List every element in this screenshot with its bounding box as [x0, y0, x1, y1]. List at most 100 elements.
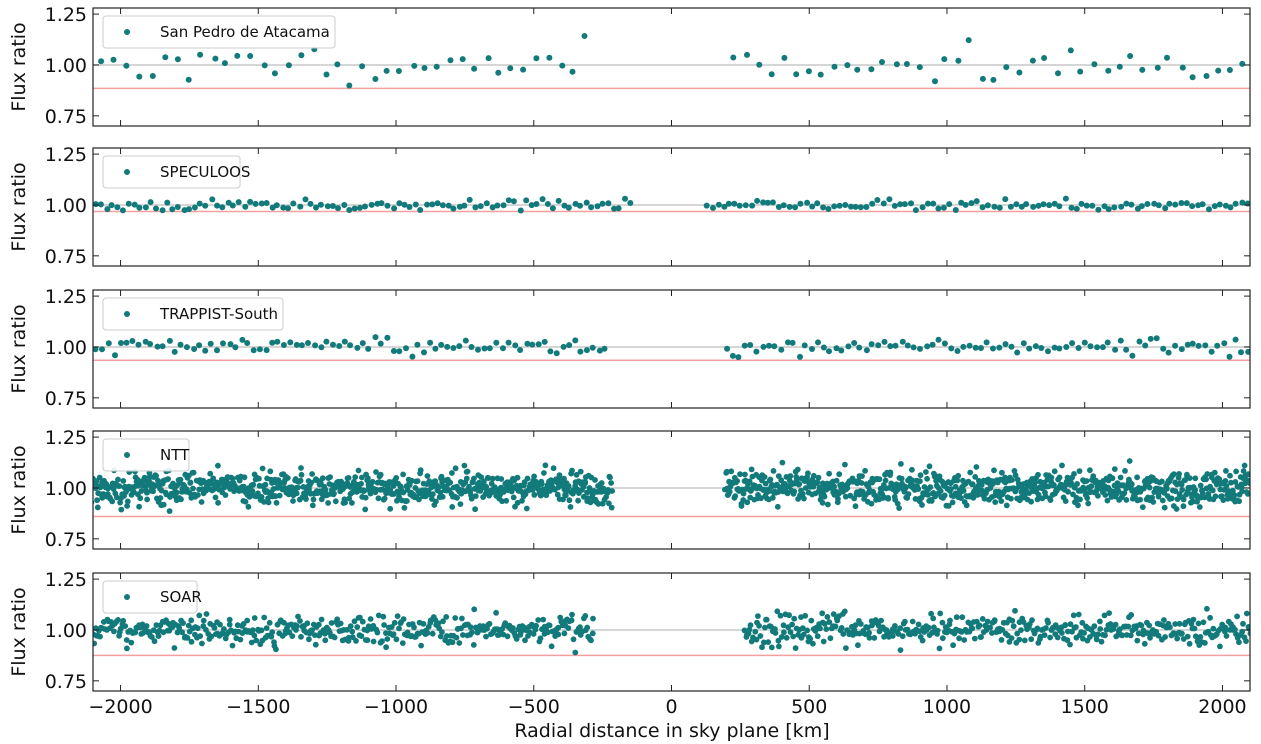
data-point [996, 204, 1003, 211]
data-point [96, 474, 103, 481]
data-point [463, 475, 470, 482]
data-point [93, 346, 99, 353]
data-point [1172, 621, 1179, 627]
data-point [1222, 478, 1229, 484]
data-point [845, 343, 852, 350]
data-point [322, 637, 329, 644]
data-point [1217, 643, 1223, 650]
data-point [1102, 492, 1109, 498]
data-point [958, 495, 964, 501]
data-point [203, 611, 210, 617]
data-point [721, 203, 728, 210]
data-point [438, 341, 445, 348]
data-point [572, 649, 579, 656]
data-point [897, 625, 904, 632]
data-point [476, 479, 483, 486]
data-point [724, 345, 731, 352]
legend-box [102, 15, 336, 49]
data-point [746, 478, 753, 485]
data-point [470, 642, 477, 648]
data-point [897, 647, 904, 653]
data-point [990, 345, 996, 352]
data-point [1236, 639, 1242, 646]
data-point [1240, 620, 1246, 627]
data-point [763, 616, 770, 623]
data-point [190, 485, 196, 492]
data-point [263, 200, 270, 206]
data-point [1178, 200, 1185, 206]
data-point [904, 626, 911, 633]
data-point [1009, 617, 1016, 624]
data-point [429, 630, 436, 637]
data-point [403, 345, 409, 352]
data-point [1028, 498, 1034, 505]
y-tick-label: 1.00 [45, 195, 87, 217]
data-point [1103, 626, 1110, 633]
data-point [253, 637, 260, 644]
data-point [393, 636, 400, 643]
data-point [543, 492, 550, 499]
y-axis-label: Flux ratio [8, 304, 30, 393]
data-point [1087, 467, 1093, 474]
data-point [939, 635, 946, 642]
data-point [909, 466, 915, 473]
data-point [309, 627, 315, 633]
data-point [354, 624, 361, 630]
data-point [1074, 481, 1080, 487]
data-point [439, 202, 446, 209]
data-point [1051, 200, 1058, 207]
data-point [269, 629, 276, 636]
data-point [815, 339, 821, 346]
data-point [207, 340, 214, 347]
data-point [1243, 610, 1250, 617]
data-point [848, 203, 854, 210]
data-point [469, 629, 475, 636]
data-point [318, 616, 325, 623]
data-point [740, 490, 747, 497]
data-point [143, 623, 150, 629]
data-point [919, 637, 926, 644]
data-point [838, 347, 845, 354]
data-point [309, 471, 315, 477]
data-point [110, 56, 117, 63]
data-point [214, 347, 220, 354]
data-point [355, 467, 362, 474]
data-point [772, 630, 779, 636]
data-point [212, 494, 219, 501]
data-point [1142, 342, 1149, 349]
data-point [857, 621, 864, 627]
data-point [400, 616, 407, 622]
data-point [111, 628, 117, 635]
data-point [173, 489, 180, 496]
data-point [485, 55, 492, 62]
data-point [606, 500, 612, 507]
data-point [505, 197, 512, 204]
data-point [335, 205, 341, 212]
data-point [323, 71, 330, 78]
y-tick-label: 1.25 [45, 569, 87, 591]
data-point [251, 632, 258, 639]
data-point [968, 200, 975, 207]
data-point [1105, 67, 1112, 74]
data-points [93, 334, 1250, 361]
data-point [1041, 632, 1048, 638]
data-point [1065, 628, 1071, 635]
data-point [344, 626, 350, 633]
data-point [769, 199, 776, 206]
data-point [1083, 478, 1090, 484]
data-point [435, 620, 442, 627]
data-point [345, 475, 352, 481]
data-point [351, 205, 358, 212]
data-point [434, 200, 441, 207]
data-point [457, 501, 464, 507]
data-point [1178, 481, 1185, 488]
data-point [1035, 471, 1041, 478]
data-point [775, 489, 782, 495]
data-point [539, 196, 546, 203]
data-point [735, 354, 742, 361]
data-point [155, 633, 162, 639]
data-point [1228, 479, 1234, 486]
data-point [971, 635, 978, 642]
data-point [454, 494, 460, 501]
data-point [184, 635, 191, 641]
